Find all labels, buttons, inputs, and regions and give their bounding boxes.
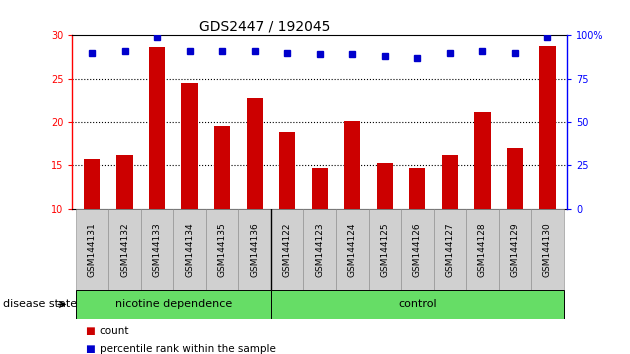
Text: control: control bbox=[398, 299, 437, 309]
Bar bbox=[442, 155, 458, 209]
Bar bbox=[401, 209, 433, 290]
Bar bbox=[531, 209, 564, 290]
Text: GSM144126: GSM144126 bbox=[413, 222, 422, 277]
Bar bbox=[140, 209, 173, 290]
Bar bbox=[214, 126, 230, 209]
Bar bbox=[474, 112, 491, 209]
Text: GSM144123: GSM144123 bbox=[315, 222, 324, 277]
Text: percentile rank within the sample: percentile rank within the sample bbox=[100, 344, 275, 354]
Bar bbox=[117, 155, 133, 209]
Bar bbox=[410, 168, 425, 209]
Bar bbox=[279, 132, 295, 209]
Text: GSM144127: GSM144127 bbox=[445, 222, 454, 277]
Bar bbox=[369, 209, 401, 290]
Text: GSM144130: GSM144130 bbox=[543, 222, 552, 277]
Bar bbox=[466, 209, 499, 290]
Bar bbox=[108, 209, 140, 290]
Bar bbox=[304, 209, 336, 290]
Bar bbox=[271, 290, 564, 319]
Text: GSM144133: GSM144133 bbox=[152, 222, 161, 277]
Text: disease state: disease state bbox=[3, 299, 77, 309]
Bar bbox=[344, 121, 360, 209]
Text: GSM144132: GSM144132 bbox=[120, 222, 129, 277]
Text: GSM144129: GSM144129 bbox=[510, 222, 520, 277]
Bar bbox=[238, 209, 271, 290]
Bar bbox=[149, 47, 165, 209]
Bar bbox=[539, 46, 556, 209]
Text: GSM144124: GSM144124 bbox=[348, 222, 357, 277]
Bar bbox=[181, 83, 198, 209]
Text: GSM144136: GSM144136 bbox=[250, 222, 259, 277]
Text: GSM144122: GSM144122 bbox=[283, 222, 292, 277]
Bar bbox=[499, 209, 531, 290]
Text: ■: ■ bbox=[85, 326, 94, 336]
Bar bbox=[312, 168, 328, 209]
Bar bbox=[206, 209, 238, 290]
Bar bbox=[271, 209, 304, 290]
Text: GSM144125: GSM144125 bbox=[381, 222, 389, 277]
Text: nicotine dependence: nicotine dependence bbox=[115, 299, 232, 309]
Text: GDS2447 / 192045: GDS2447 / 192045 bbox=[199, 19, 330, 34]
Text: count: count bbox=[100, 326, 129, 336]
Text: GSM144134: GSM144134 bbox=[185, 222, 194, 277]
Bar bbox=[246, 98, 263, 209]
Text: ■: ■ bbox=[85, 344, 94, 354]
Bar bbox=[76, 209, 108, 290]
Bar bbox=[433, 209, 466, 290]
Bar bbox=[173, 209, 206, 290]
Text: GSM144128: GSM144128 bbox=[478, 222, 487, 277]
Bar bbox=[336, 209, 369, 290]
Bar bbox=[76, 290, 271, 319]
Bar bbox=[377, 163, 393, 209]
Bar bbox=[84, 159, 100, 209]
Bar bbox=[507, 148, 523, 209]
Text: GSM144135: GSM144135 bbox=[217, 222, 227, 277]
Text: GSM144131: GSM144131 bbox=[88, 222, 96, 277]
